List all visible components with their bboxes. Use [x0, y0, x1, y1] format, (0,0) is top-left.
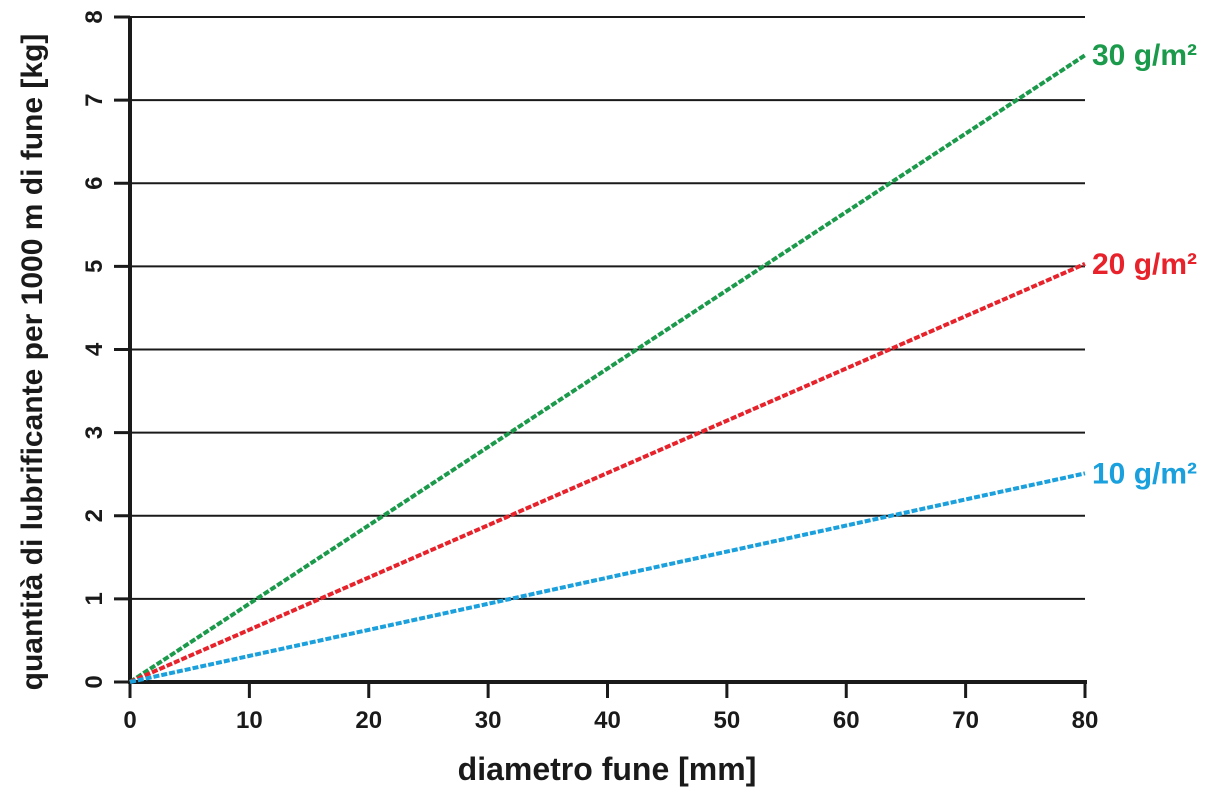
- y-tick-label-5: 5: [81, 260, 108, 273]
- series-label-2: 10 g/m²: [1092, 457, 1197, 490]
- x-tick-label-2: 20: [355, 707, 382, 734]
- y-tick-label-4: 4: [81, 342, 108, 356]
- series-line-2: [129, 471, 1086, 684]
- y-tick-label-7: 7: [81, 93, 108, 106]
- y-axis-ticks: 0 1 2 3 4 5 6 7 8: [81, 10, 130, 689]
- series-labels: 30 g/m² 20 g/m² 10 g/m²: [1092, 39, 1197, 490]
- x-tick-label-3: 30: [475, 707, 502, 734]
- x-axis-label: diametro fune [mm]: [458, 751, 757, 787]
- y-axis-label: quantità di lubrificante per 1000 m di f…: [16, 34, 49, 691]
- series-line-1: [129, 262, 1086, 684]
- gridlines: [130, 16, 1085, 600]
- x-tick-label-5: 50: [714, 707, 741, 734]
- y-tick-label-1: 1: [81, 592, 108, 605]
- y-tick-label-8: 8: [81, 10, 108, 23]
- x-axis-ticks: 0 10 20 30 40 50 60 70 80: [123, 682, 1098, 734]
- series-label-1: 20 g/m²: [1092, 248, 1197, 281]
- series-label-0: 30 g/m²: [1092, 39, 1197, 72]
- x-tick-label-6: 60: [833, 707, 860, 734]
- x-tick-label-0: 0: [123, 707, 136, 734]
- series-line-0: [128, 53, 1087, 684]
- y-tick-label-0: 0: [81, 675, 108, 688]
- series-lines: [128, 53, 1087, 684]
- x-tick-label-7: 70: [952, 707, 979, 734]
- y-tick-label-3: 3: [81, 426, 108, 439]
- y-tick-label-2: 2: [81, 509, 108, 522]
- x-tick-label-8: 80: [1072, 707, 1099, 734]
- x-tick-label-4: 40: [594, 707, 621, 734]
- x-tick-label-1: 10: [236, 707, 263, 734]
- y-tick-label-6: 6: [81, 177, 108, 190]
